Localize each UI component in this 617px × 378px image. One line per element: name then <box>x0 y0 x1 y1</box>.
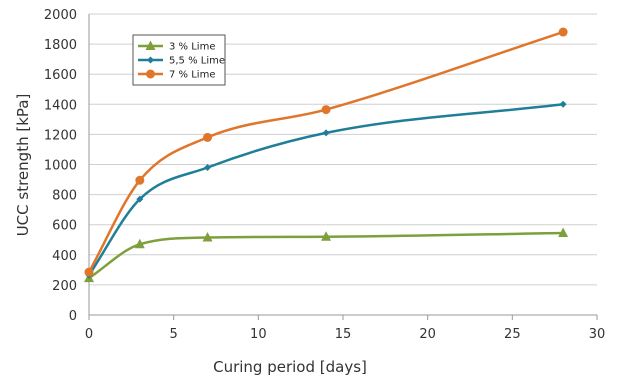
y-tick-label: 1800 <box>44 38 77 53</box>
data-point-triangle <box>558 227 569 237</box>
x-tick-label: 0 <box>85 327 93 342</box>
legend-label: 7 % Lime <box>169 70 215 81</box>
axes <box>88 14 598 320</box>
series-circle <box>84 27 568 277</box>
y-tick-label: 1200 <box>44 128 77 143</box>
legend-marker-triangle <box>145 40 156 50</box>
data-point-triangle <box>321 231 332 241</box>
y-tick-labels: 0 200 400 600 800 1000 1200 1400 1600 1800 2000 <box>44 8 77 324</box>
legend: 3 % Lime 5,5 % Lime 7 % Lime <box>132 34 226 86</box>
legend-marker-circle <box>146 69 155 79</box>
grid <box>89 13 597 286</box>
series-line-circle <box>87 30 564 273</box>
x-tick-label: 20 <box>419 327 436 342</box>
data-point-diamond <box>136 195 144 203</box>
data-point-circle <box>135 175 145 185</box>
data-point-diamond <box>559 100 567 108</box>
x-tick-label: 5 <box>170 327 178 342</box>
y-tick-label: 1000 <box>44 159 77 174</box>
data-point-diamond <box>322 129 330 137</box>
x-tick-labels: 0 5 10 15 20 25 30 <box>85 327 605 342</box>
legend-item-diamond: 5,5 % Lime <box>138 56 225 67</box>
data-point-circle <box>203 132 213 142</box>
data-point-diamond <box>204 164 212 172</box>
x-axis-title: Curing period [days] <box>213 358 367 376</box>
x-tick-label: 30 <box>589 327 606 342</box>
y-tick-label: 200 <box>52 279 77 294</box>
y-tick-label: 2000 <box>44 8 77 23</box>
y-tick-label: 800 <box>52 189 77 204</box>
y-tick-label: 400 <box>52 249 77 264</box>
data-point-triangle <box>134 238 145 249</box>
y-axis-title: UCC strength [kPa] <box>14 94 32 237</box>
y-tick-label: 600 <box>52 219 77 234</box>
data-point-circle <box>558 27 568 37</box>
series-diamond <box>85 100 567 279</box>
data-point-circle <box>321 105 331 115</box>
series-group <box>84 27 569 283</box>
x-tick-label: 15 <box>335 327 352 342</box>
legend-item-circle: 7 % Lime <box>138 69 215 81</box>
x-tick-label: 25 <box>504 327 521 342</box>
legend-label: 3 % Lime <box>169 42 215 53</box>
legend-item-triangle: 3 % Lime <box>138 40 215 53</box>
y-tick-label: 1400 <box>44 98 77 113</box>
data-point-triangle <box>202 231 213 242</box>
x-tick-label: 10 <box>250 327 267 342</box>
legend-marker-diamond <box>147 56 154 64</box>
legend-label: 5,5 % Lime <box>169 56 225 67</box>
data-point-circle <box>84 267 94 277</box>
y-tick-label: 1600 <box>44 68 77 83</box>
series-line-diamond <box>87 103 564 276</box>
y-tick-label: 0 <box>69 309 77 324</box>
